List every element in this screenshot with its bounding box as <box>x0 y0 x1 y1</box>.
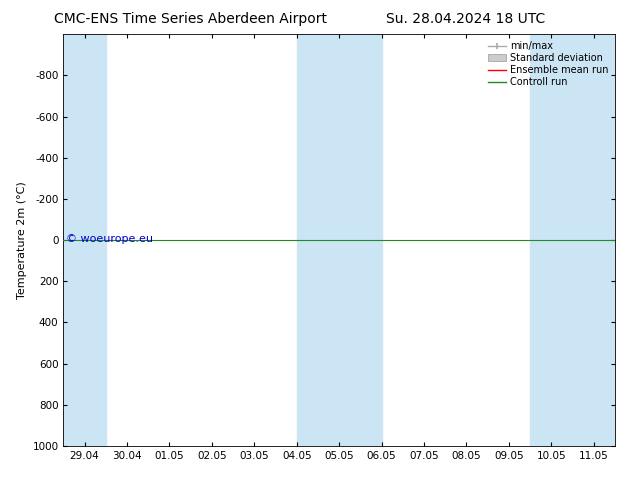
Text: CMC-ENS Time Series Aberdeen Airport: CMC-ENS Time Series Aberdeen Airport <box>54 12 327 26</box>
Text: © woeurope.eu: © woeurope.eu <box>66 234 153 244</box>
Legend: min/max, Standard deviation, Ensemble mean run, Controll run: min/max, Standard deviation, Ensemble me… <box>486 39 610 89</box>
Text: Su. 28.04.2024 18 UTC: Su. 28.04.2024 18 UTC <box>386 12 546 26</box>
Y-axis label: Temperature 2m (°C): Temperature 2m (°C) <box>17 181 27 299</box>
Bar <box>297 34 382 446</box>
Bar <box>530 34 615 446</box>
Bar <box>63 34 106 446</box>
